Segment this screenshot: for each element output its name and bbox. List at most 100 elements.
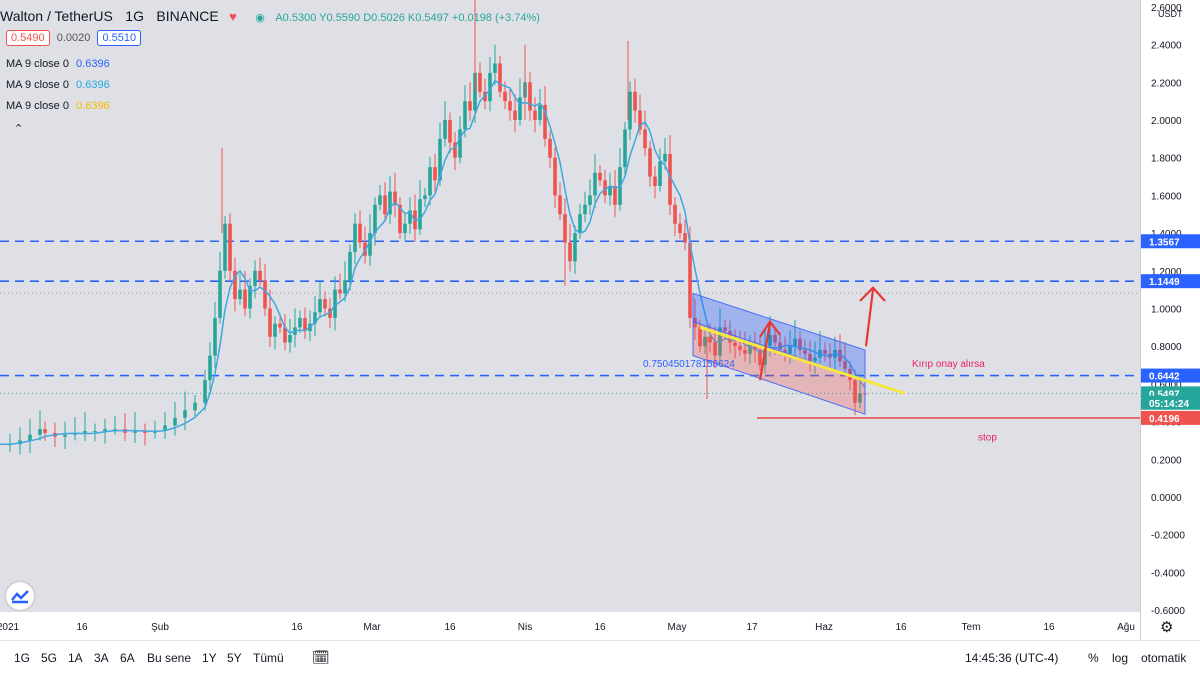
chart-area[interactable]: 0.750450178158624 Kırıp onay alırsa stop W… (0, 0, 1140, 640)
candle-body (648, 148, 652, 177)
candle-body (588, 195, 592, 205)
exchange-label: BINANCE (156, 8, 219, 24)
candle-body (568, 242, 572, 262)
range-1g[interactable]: 1G (14, 651, 31, 665)
candle-body (468, 101, 472, 111)
candle-body (338, 289, 342, 294)
price-chart[interactable]: 0.750450178158624 Kırıp onay alırsa stop (0, 0, 1140, 640)
percent-toggle[interactable]: % (1088, 651, 1099, 665)
gear-icon[interactable]: ⚙ (1160, 619, 1174, 636)
collapse-legend-icon[interactable]: ⌃ (14, 123, 24, 135)
tradingview-logo[interactable] (6, 582, 34, 610)
price-tick-label: 0.0000 (1151, 493, 1182, 504)
candle-body (388, 191, 392, 215)
candle-body (278, 323, 282, 328)
time-tick-label: Haz (815, 622, 833, 633)
interval-label[interactable]: 1G (125, 8, 144, 24)
candle-body (658, 161, 662, 186)
candle-body (423, 195, 427, 200)
candle-body (83, 431, 87, 433)
price-unit-label: USDT (1158, 9, 1183, 19)
candle-body (703, 336, 707, 347)
ma-legend-value: 0.6396 (76, 58, 110, 70)
candle-body (478, 72, 482, 92)
candle-body (438, 138, 442, 181)
channel-price-label: 0.750450178158624 (643, 359, 735, 370)
candle-body (343, 280, 347, 294)
ma-line (0, 79, 866, 445)
price-badge-label: 0.6442 (1149, 372, 1180, 383)
range-6a[interactable]: 6A (120, 651, 135, 665)
symbol-name[interactable]: Walton / TetherUS (0, 8, 113, 24)
clock-time[interactable]: 14:45:36 (UTC-4) (965, 651, 1059, 665)
price-axis[interactable]: -0.6000-0.4000-0.20000.00000.20000.40000… (1140, 0, 1200, 640)
price-badge (1141, 274, 1200, 289)
candle-body (248, 285, 252, 309)
price-tick-label: 0.6000 (1151, 380, 1182, 391)
time-tick-label: Nis (518, 622, 532, 633)
candle-body (458, 129, 462, 158)
candle-body (283, 327, 287, 343)
date-range-icon[interactable]: 🗓 (312, 649, 330, 665)
candle-body (398, 204, 402, 234)
candle-body (628, 91, 632, 130)
buy-price[interactable]: 0.5510 (97, 30, 142, 46)
candle-body (493, 63, 497, 73)
price-tick-label: 2.4000 (1151, 41, 1182, 52)
candle-body (403, 223, 407, 234)
range-1a[interactable]: 1A (68, 651, 83, 665)
candle-body (503, 91, 507, 102)
time-tick-label: 17 (746, 622, 758, 633)
sell-price[interactable]: 0.5490 (6, 30, 50, 46)
range-3a[interactable]: 3A (94, 651, 109, 665)
range-5g[interactable]: 5G (41, 651, 58, 665)
price-tick-label: 1.2000 (1151, 267, 1182, 278)
candle-body (778, 342, 782, 350)
candle-body (43, 429, 47, 433)
arrow-up-small (758, 323, 772, 381)
time-tick-label: Mar (363, 622, 381, 633)
price-badge-label: 1.3567 (1149, 237, 1180, 248)
candle-body (668, 153, 672, 205)
price-tick-label: 2.0000 (1151, 116, 1182, 127)
time-tick-label: May (668, 622, 687, 633)
range-5y[interactable]: 5Y (227, 651, 242, 665)
range-ytd[interactable]: Bu sene (147, 651, 192, 665)
candle-body (333, 289, 337, 318)
ma-legend-1[interactable]: MA 9 close 0 0.6396 (6, 58, 110, 70)
candle-body (193, 402, 197, 411)
candle-body (858, 393, 862, 403)
ma-legend-3[interactable]: MA 9 close 0 0.6396 (6, 100, 110, 112)
price-badge-label: 1.1449 (1149, 277, 1180, 288)
candle-body (373, 204, 377, 234)
ma-legend-2[interactable]: MA 9 close 0 0.6396 (6, 79, 110, 91)
candle-body (488, 72, 492, 102)
auto-toggle[interactable]: otomatik (1141, 651, 1187, 665)
candle-body (813, 357, 817, 362)
candle-body (38, 429, 42, 435)
ma-legend-value: 0.6396 (76, 100, 110, 112)
candle-body (663, 153, 667, 162)
candle-body (838, 349, 842, 362)
heart-icon[interactable]: ♥ (229, 9, 237, 24)
price-tick-label: 1.6000 (1151, 191, 1182, 202)
candle-body (238, 289, 242, 300)
candle-body (603, 180, 607, 196)
candle-body (653, 176, 657, 186)
log-toggle[interactable]: log (1112, 651, 1129, 665)
ma-legend-value: 0.6396 (76, 79, 110, 91)
candle-body (748, 342, 752, 354)
range-all[interactable]: Tümü (253, 651, 284, 665)
candle-body (463, 101, 467, 130)
candle-body (773, 334, 777, 343)
candle-body (313, 312, 317, 324)
candle-body (183, 410, 187, 418)
bid-ask: 0.5490 0.0020 0.5510 (6, 30, 142, 46)
range-1y[interactable]: 1Y (202, 651, 217, 665)
candle-body (103, 429, 107, 432)
candle-body (498, 63, 502, 92)
candle-body (208, 355, 212, 381)
time-tick-label: 16 (76, 622, 88, 633)
time-axis[interactable]: 2021 16 Şub 16 Mar 16 Nis 16 May 17 Haz 16 Tem 16 Ağu (0, 612, 1140, 640)
candle-body (358, 223, 362, 243)
